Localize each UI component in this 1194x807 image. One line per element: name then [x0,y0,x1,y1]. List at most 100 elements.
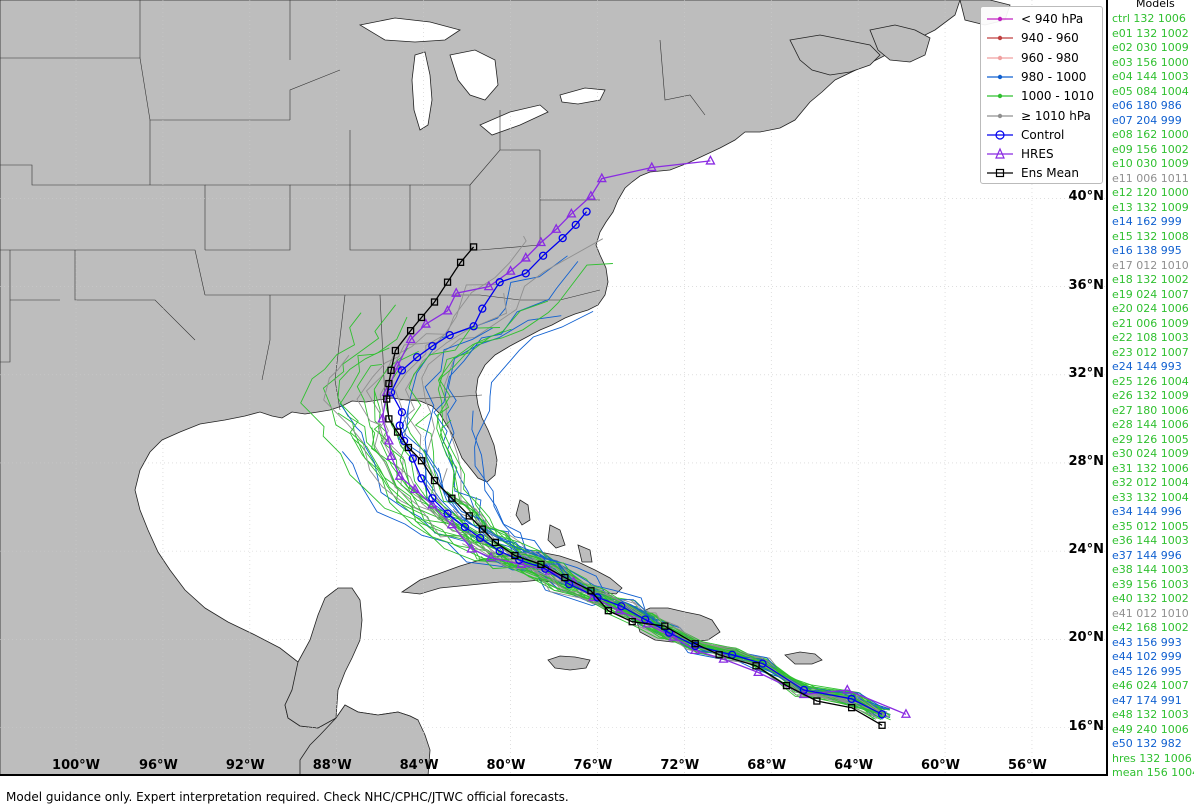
model-entry: e41 012 1010 [1112,606,1189,620]
lat-label: 36°N [1068,277,1104,293]
lake-erie [479,104,549,136]
legend-item: 980 - 1000 [985,68,1086,86]
ens-mean-track-marker [847,704,856,712]
hres-track-marker [485,551,497,562]
disclaimer: Model guidance only. Expert interpretati… [6,790,569,804]
lat-label: 16°N [1068,718,1104,734]
ens-mean-track-marker [456,258,465,266]
model-entry: e16 138 995 [1112,244,1182,257]
model-entry: e26 132 1009 [1112,389,1189,402]
model-entry: e30 024 1009 [1112,447,1189,460]
legend-item: ≥ 1010 hPa [985,107,1091,125]
ens-mean-track-marker [385,379,393,388]
legend: < 940 hPa 940 - 960 960 - 980 980 - 1000 100… [980,6,1103,184]
lake-michigan [411,51,433,131]
main-tracks [377,155,912,729]
ens-mean-track-marker [406,327,415,335]
hres-track-marker [718,653,729,663]
legend-label: 960 - 980 [1021,50,1079,65]
model-entry: e01 132 1002 [1112,26,1189,40]
legend-swatch [987,130,1013,140]
hres-track-marker [392,360,403,370]
lon-label: 100°W [52,758,101,773]
control-track-marker [428,494,437,503]
lon-label: 96°W [138,758,178,773]
hres-track-marker [566,207,577,218]
control-track-marker [445,330,454,340]
ens-mean-track-marker [628,618,636,626]
model-entry: e23 012 1007 [1112,345,1189,359]
graticule [0,0,1108,776]
control-track-marker [478,304,487,313]
legend-label: Control [1021,127,1065,142]
hres-track-marker [427,498,438,509]
lon-label: 56°W [1007,758,1047,773]
legend-label: Ens Mean [1021,166,1079,181]
hres-track-marker [690,644,701,654]
lat-label: 32°N [1068,365,1104,381]
model-entry: e24 144 993 [1112,360,1182,373]
control-track-marker [495,546,504,556]
model-entry: e02 030 1009 [1112,41,1189,54]
hres-track-marker [753,666,764,677]
lat-label: 24°N [1068,542,1104,558]
ens-mean-track-marker [443,278,452,286]
control-track-line [390,211,883,715]
hres-track-marker [377,412,388,423]
legend-label: 940 - 960 [1021,31,1079,46]
ens-mean-track-marker [661,622,669,630]
ens-mean-track-marker [604,607,612,615]
north-america-land [0,0,961,776]
model-entry: e14 162 999 [1112,215,1182,228]
model-entry: e43 156 993 [1112,635,1182,649]
control-track-marker [460,522,470,532]
legend-swatch [987,55,1013,60]
ens-mean-track-marker [391,346,400,355]
control-track-marker [593,593,602,602]
ensemble-member-track [474,497,875,710]
model-entry: e48 132 1003 [1112,708,1189,721]
control-track-marker [408,454,417,463]
legend-swatch [987,16,1013,22]
control-track-marker [417,474,426,483]
hres-track-marker [900,708,912,718]
control-track-marker [877,710,887,719]
model-entry: e20 024 1006 [1112,302,1189,315]
hres-track-marker [420,318,431,328]
hres-track-marker [466,543,477,553]
lon-label: 68°W [747,758,787,773]
model-entry: e50 132 982 [1112,737,1182,750]
hres-track-marker [451,287,462,297]
ens-mean-track-marker [491,538,499,546]
ens-mean-track-marker [430,476,439,485]
ens-mean-track-marker [465,512,473,520]
ens-mean-track-marker [782,681,791,690]
lon-label: 72°W [660,758,700,773]
hres-track-marker [596,172,607,183]
control-track-marker [521,269,530,278]
model-entry: e18 132 1002 [1112,273,1189,286]
track-map [0,0,1108,776]
model-entry: e04 144 1003 [1112,70,1189,83]
ens-mean-track-marker [448,494,456,502]
model-entry: e49 240 1006 [1112,722,1189,736]
legend-label: < 940 hPa [1021,12,1084,26]
ens-mean-track-marker [511,551,519,560]
lon-label: 80°W [486,758,526,773]
ens-mean-track-marker [387,366,395,375]
bahamas-land-3 [577,544,593,563]
model-entry: e39 156 1003 [1112,577,1189,591]
legend-item: 1000 - 1010 [985,87,1094,105]
control-track-marker [799,685,808,695]
hres-track-marker [535,236,547,247]
hres-track-marker [842,684,853,694]
hres-track-marker [483,280,494,291]
model-entry: e28 144 1006 [1112,418,1189,431]
model-entry: e27 180 1006 [1112,403,1189,417]
control-track-marker [582,207,591,216]
ens-mean-track-marker [691,640,699,648]
hres-track-marker [383,435,394,445]
control-track-marker [565,580,574,589]
newfoundland-land [869,24,931,63]
ens-mean-track [383,243,886,729]
